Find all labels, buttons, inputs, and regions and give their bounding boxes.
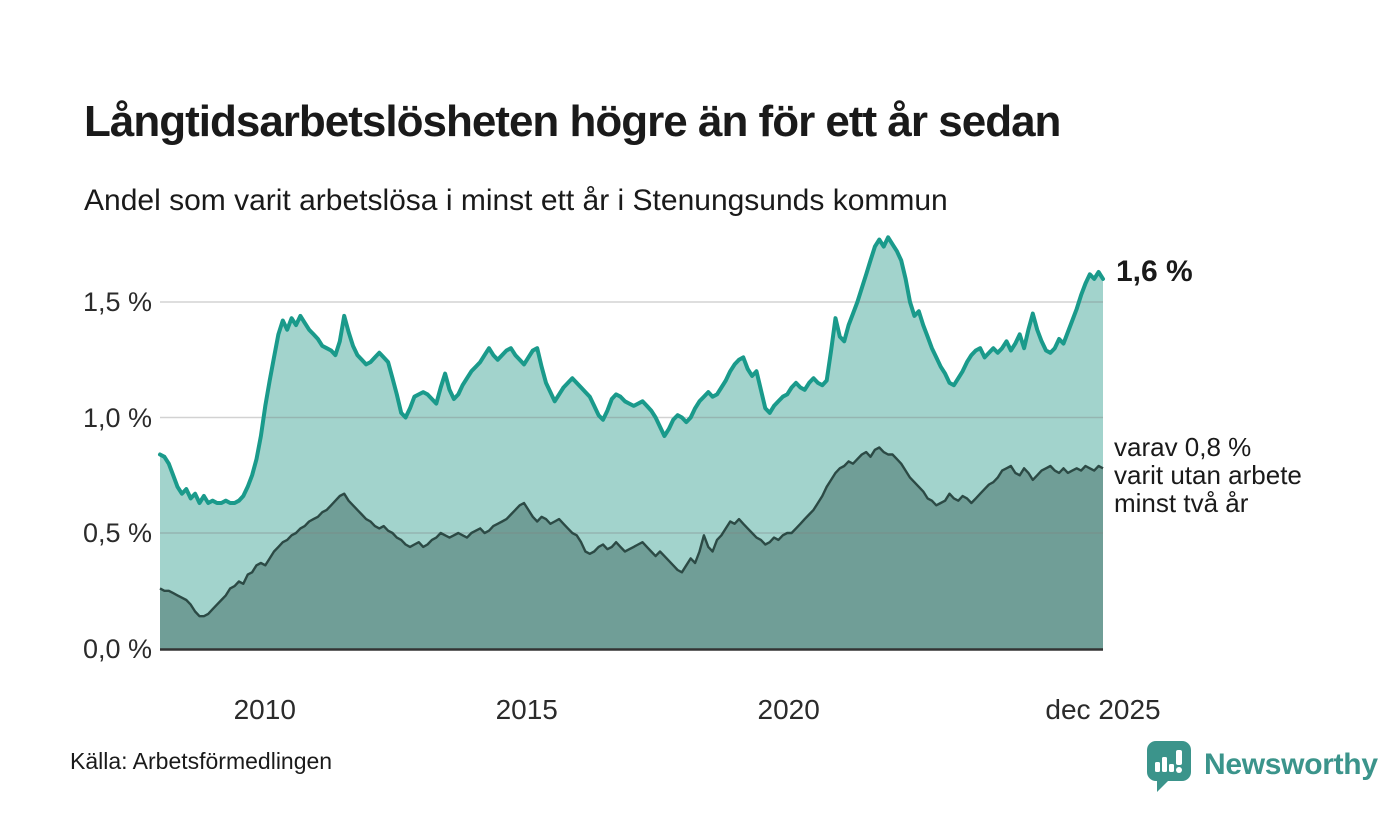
secondary-series-label: varav 0,8 % varit utan arbete minst två …	[1114, 433, 1302, 517]
x-tick-label: 2010	[233, 694, 296, 725]
y-tick-label: 0,0 %	[82, 633, 152, 664]
x-tick-label: 2015	[495, 694, 558, 725]
y-tick-label: 0,5 %	[82, 518, 152, 548]
x-tick-label: 2020	[757, 694, 820, 725]
newsworthy-logo: Newsworthy	[1146, 740, 1378, 794]
source-label: Källa: Arbetsförmedlingen	[70, 748, 333, 774]
secondary-series-label-line1: varav 0,8 %	[1114, 432, 1252, 462]
secondary-series-label-line3: minst två år	[1114, 488, 1249, 518]
latest-value-label: 1,6 %	[1116, 255, 1193, 288]
secondary-series-label-line2: varit utan arbete	[1114, 460, 1302, 490]
page-subtitle: Andel som varit arbetslösa i minst ett å…	[84, 184, 948, 217]
y-tick-label: 1,5 %	[82, 287, 152, 317]
y-tick-label: 1,0 %	[82, 402, 152, 433]
x-tick-label: dec 2025	[1045, 694, 1161, 725]
page-title: Långtidsarbetslösheten högre än för ett …	[84, 97, 1061, 147]
newsworthy-logo-icon	[1147, 741, 1191, 792]
newsworthy-wordmark: Newsworthy	[1204, 748, 1378, 781]
